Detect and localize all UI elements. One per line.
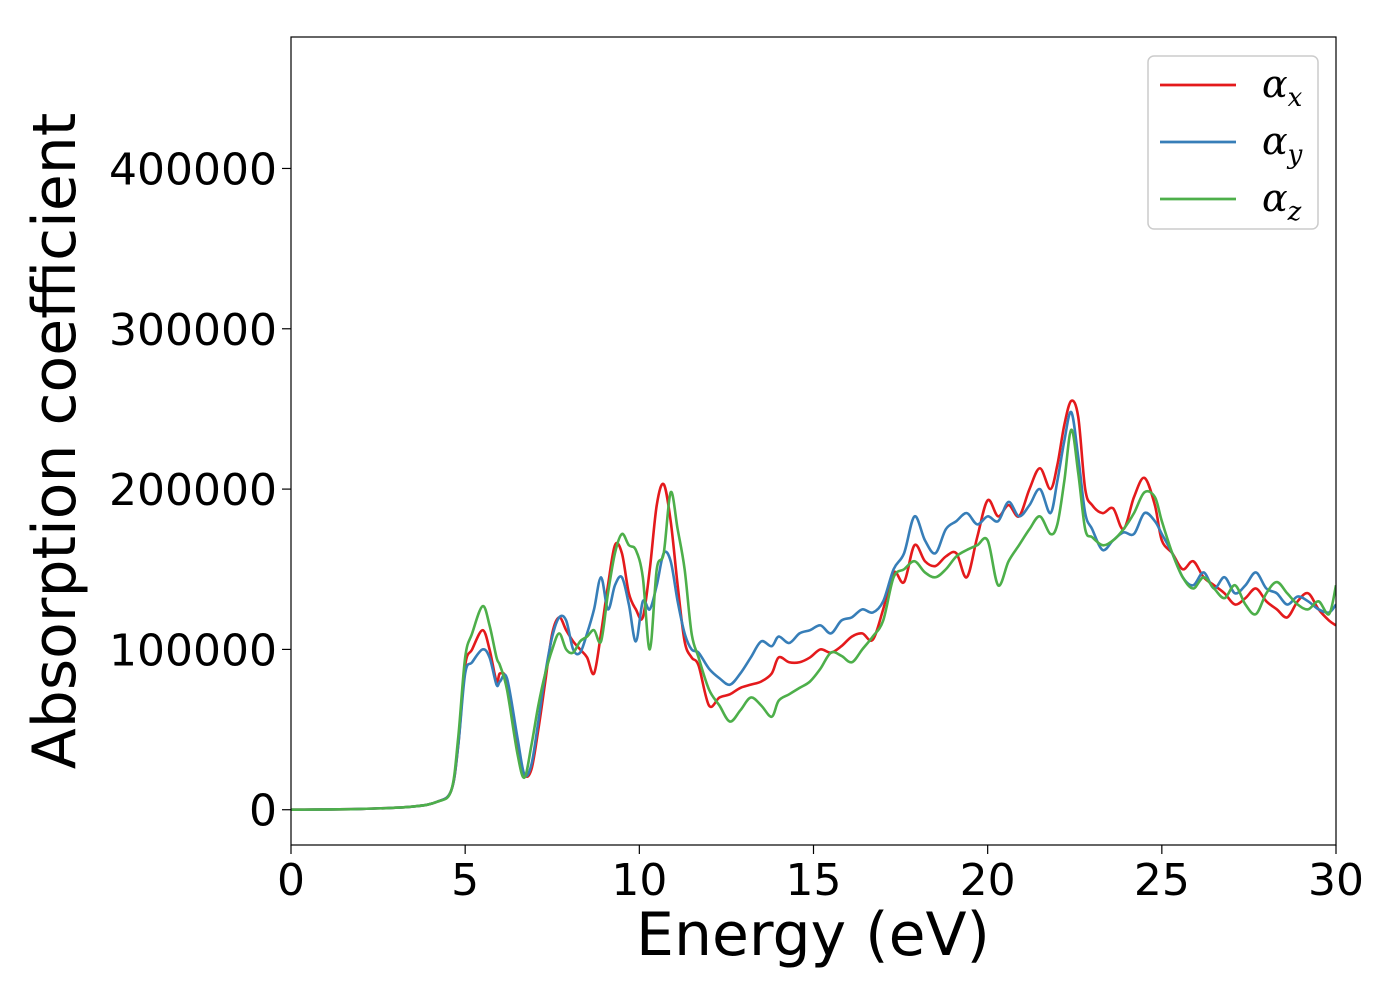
x-tick-label: 30 — [1308, 855, 1364, 906]
x-tick-label: 10 — [611, 855, 667, 906]
legend-subscript: y — [1287, 140, 1303, 170]
y-tick-label: 200000 — [109, 465, 277, 516]
plot-lines — [291, 399, 1336, 812]
legend-symbol: α — [1262, 62, 1288, 106]
series-line-alpha-x — [291, 399, 1336, 812]
y-tick-label: 100000 — [109, 625, 277, 676]
series-line-alpha-z — [291, 428, 1336, 812]
legend-label: αy — [1262, 119, 1303, 170]
x-tick-label: 15 — [786, 855, 842, 906]
legend-subscript: x — [1288, 83, 1303, 113]
y-tick-label: 300000 — [109, 305, 277, 356]
x-axis-title: Energy (eV) — [636, 900, 990, 970]
y-axis-title: Absorption coefficient — [20, 113, 90, 770]
legend-symbol: α — [1262, 119, 1288, 163]
y-axis: 0 100000 200000 300000 400000 — [109, 144, 291, 837]
x-tick-label: 20 — [960, 855, 1016, 906]
x-tick-label: 0 — [277, 855, 305, 906]
legend-label: αx — [1262, 62, 1303, 113]
x-tick-label: 5 — [451, 855, 479, 906]
x-tick-label: 25 — [1134, 855, 1190, 906]
legend-symbol: α — [1262, 176, 1288, 220]
x-axis: 0 5 10 15 20 25 30 — [277, 845, 1364, 906]
legend-label: αz — [1262, 176, 1302, 227]
y-tick-label: 400000 — [109, 144, 277, 195]
legend-subscript: z — [1287, 197, 1302, 227]
series-line-alpha-y — [291, 410, 1336, 812]
y-tick-label: 0 — [249, 786, 277, 837]
